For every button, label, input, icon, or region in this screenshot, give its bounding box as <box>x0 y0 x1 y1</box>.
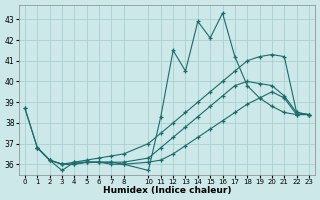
X-axis label: Humidex (Indice chaleur): Humidex (Indice chaleur) <box>103 186 231 195</box>
